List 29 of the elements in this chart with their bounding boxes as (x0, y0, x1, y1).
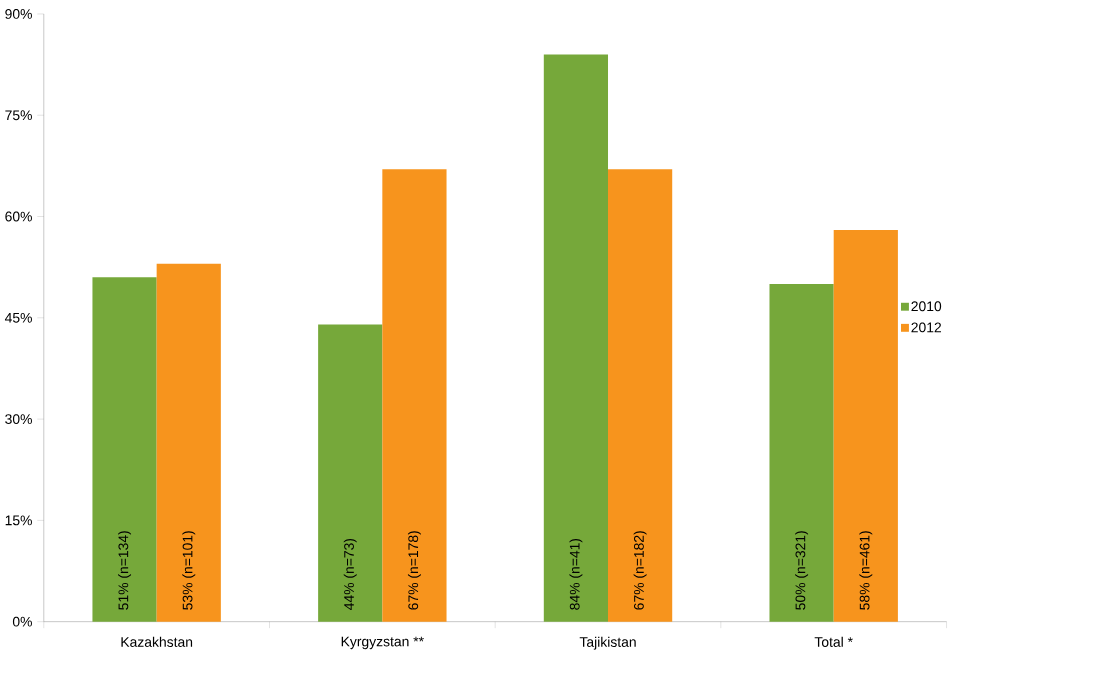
x-tick-label: Kyrgyzstan ** (341, 636, 424, 650)
y-tick-label: 60% (5, 211, 32, 222)
bar (92, 277, 157, 622)
data-label: 53% (n=101) (182, 531, 196, 610)
bar (382, 169, 447, 622)
bar (156, 263, 221, 622)
y-tick-label: 15% (5, 515, 32, 526)
data-label: 44% (n=73) (343, 539, 357, 611)
bar (543, 54, 609, 622)
y-tick-label: 0% (12, 616, 32, 627)
data-label: 67% (n=182) (633, 531, 647, 610)
bar (769, 284, 834, 622)
y-tick-label: 90% (5, 9, 32, 20)
x-tick-label: Kazakhstan (121, 636, 193, 648)
x-tick-label: Total * (814, 636, 853, 648)
data-label: 84% (n=41) (569, 539, 583, 610)
data-label: 51% (n=134) (118, 531, 132, 610)
y-tick-label: 30% (5, 414, 32, 425)
bar (318, 324, 383, 622)
data-label: 67% (n=178) (407, 531, 421, 610)
bar (608, 169, 673, 622)
data-label: 58% (n=461) (859, 531, 873, 610)
y-tick-label: 75% (5, 110, 32, 121)
y-tick-label: 45% (4, 313, 32, 323)
legend-label: 2010 (911, 301, 942, 312)
bar (833, 230, 898, 622)
legend-label: 2012 (911, 322, 942, 333)
data-label: 50% (n=321) (795, 531, 809, 610)
x-tick-label: Tajikistan (579, 636, 636, 650)
